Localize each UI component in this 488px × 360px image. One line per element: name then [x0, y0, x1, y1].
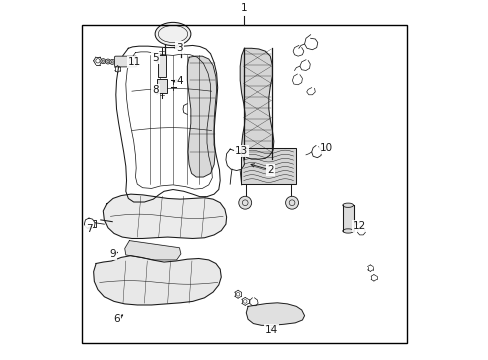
Polygon shape	[124, 240, 181, 260]
Circle shape	[109, 59, 115, 64]
Text: 3: 3	[176, 42, 183, 53]
Polygon shape	[240, 48, 273, 159]
Ellipse shape	[342, 229, 353, 233]
Text: 11: 11	[127, 57, 141, 67]
Text: 14: 14	[264, 325, 277, 335]
Circle shape	[101, 59, 105, 64]
FancyBboxPatch shape	[114, 56, 137, 67]
Bar	[81, 25, 407, 343]
Text: 4: 4	[176, 76, 183, 86]
Polygon shape	[93, 256, 221, 305]
Bar	[158, 55, 165, 77]
Text: 12: 12	[352, 221, 366, 231]
Polygon shape	[246, 303, 304, 325]
Text: 13: 13	[235, 146, 248, 156]
Polygon shape	[187, 56, 216, 177]
Text: 8: 8	[152, 85, 159, 95]
Bar	[157, 79, 167, 93]
Circle shape	[105, 59, 110, 64]
Circle shape	[285, 196, 298, 209]
Circle shape	[238, 196, 251, 209]
Polygon shape	[103, 194, 226, 238]
Ellipse shape	[155, 22, 190, 46]
Ellipse shape	[342, 203, 353, 207]
Text: 2: 2	[266, 165, 273, 175]
Text: 5: 5	[152, 53, 159, 63]
Text: 10: 10	[320, 143, 333, 153]
Text: 7: 7	[85, 224, 92, 234]
Bar	[342, 205, 353, 231]
Text: 9: 9	[109, 249, 115, 259]
Text: 1: 1	[241, 3, 247, 13]
Bar	[241, 148, 296, 184]
Text: 6: 6	[113, 314, 120, 324]
